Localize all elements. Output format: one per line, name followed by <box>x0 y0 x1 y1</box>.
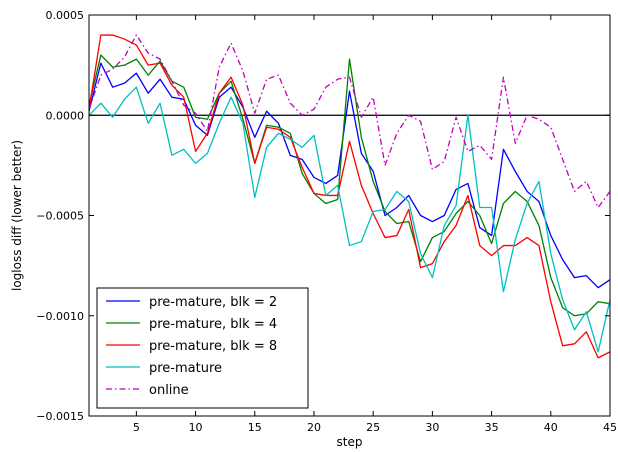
y-tick-label: −0.0010 <box>36 310 84 323</box>
series-line-3 <box>89 34 610 359</box>
series-line-2 <box>89 54 610 317</box>
x-axis-label: step <box>337 435 363 449</box>
legend-box <box>96 287 309 409</box>
x-tick-label: 15 <box>248 421 262 434</box>
series-layer <box>89 34 610 359</box>
series-line-4 <box>89 86 610 353</box>
x-tick-label: 25 <box>366 421 380 434</box>
legend-label: pre-mature, blk = 8 <box>149 339 277 354</box>
ticks-layer: 5 10 15 20 25 30 35 40 45 −0.0015 −0.0010 −0.0005 0.… <box>36 9 617 434</box>
x-tick-label: 40 <box>544 421 558 434</box>
y-tick-label: 0.0000 <box>46 109 85 122</box>
legend: pre-mature, blk = 2 pre-mature, blk = 4 pr… <box>96 287 309 409</box>
x-tick-label: 10 <box>189 421 203 434</box>
legend-label: pre-mature, blk = 2 <box>149 295 277 310</box>
legend-label: pre-mature <box>149 361 222 376</box>
series-line-1 <box>89 62 610 289</box>
y-tick-label: −0.0015 <box>36 410 84 423</box>
y-axis-label: logloss diff (lower better) <box>10 140 24 291</box>
y-tick-label: 0.0005 <box>46 9 85 22</box>
x-tick-label: 30 <box>425 421 439 434</box>
legend-label: online <box>149 383 189 398</box>
x-tick-label: 20 <box>307 421 321 434</box>
legend-label: pre-mature, blk = 4 <box>149 317 277 332</box>
x-tick-label: 35 <box>485 421 499 434</box>
x-tick-label: 5 <box>133 421 140 434</box>
x-tick-label: 45 <box>603 421 617 434</box>
y-tick-label: −0.0005 <box>36 210 84 223</box>
series-line-5 <box>89 34 610 209</box>
